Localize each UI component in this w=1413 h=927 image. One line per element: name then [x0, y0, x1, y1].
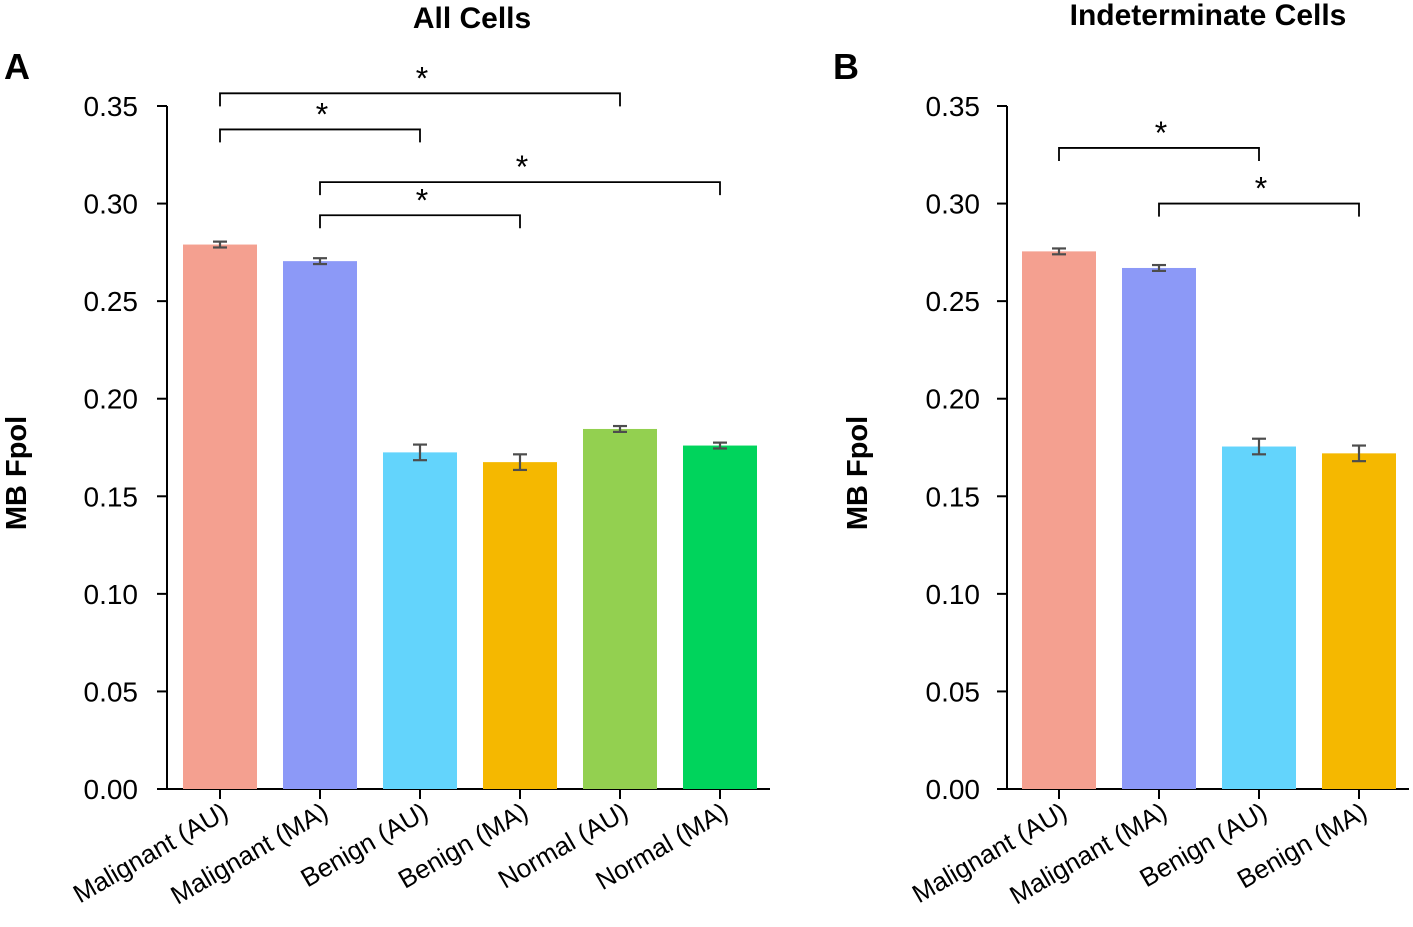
error-bar	[413, 443, 427, 462]
bar	[283, 261, 357, 790]
panel-letter: B	[833, 46, 859, 87]
significance-bracket: *	[219, 60, 621, 107]
y-tick-label: 0.20	[926, 384, 981, 415]
y-tick-label: 0.15	[926, 481, 981, 512]
significance-bracket: *	[219, 96, 421, 143]
significance-star: *	[316, 96, 328, 132]
bar	[1022, 251, 1096, 790]
y-tick-label: 0.15	[84, 481, 139, 512]
error-bar	[1252, 437, 1266, 456]
bar	[383, 452, 457, 789]
bar	[683, 445, 757, 789]
y-tick-label: 0.35	[926, 91, 981, 122]
y-tick-label: 0.20	[84, 384, 139, 415]
y-tick-label: 0.00	[84, 774, 139, 805]
y-tick-label: 0.05	[84, 676, 139, 707]
significance-star: *	[1155, 115, 1167, 151]
chart-title: Indeterminate Cells	[1070, 0, 1347, 32]
bar	[1322, 453, 1396, 789]
error-bar	[513, 453, 527, 472]
y-tick-label: 0.05	[926, 676, 981, 707]
y-tick-label: 0.30	[926, 189, 981, 220]
y-tick-label: 0.25	[84, 286, 139, 317]
bar	[483, 462, 557, 789]
y-tick-label: 0.30	[84, 189, 139, 220]
significance-bracket: *	[319, 149, 721, 196]
error-bar	[213, 240, 227, 249]
significance-star: *	[1255, 171, 1267, 207]
y-axis-label: MB Fpol	[1, 416, 33, 530]
y-axis-label: MB Fpol	[842, 416, 874, 530]
error-bar	[313, 257, 327, 266]
y-tick-label: 0.10	[926, 579, 981, 610]
chart-title: All Cells	[413, 2, 531, 35]
y-tick-label: 0.35	[84, 91, 139, 122]
bar	[183, 244, 257, 790]
panel-letter: A	[4, 46, 30, 87]
bar	[1122, 267, 1196, 789]
bar	[1222, 446, 1296, 789]
significance-bracket: *	[319, 182, 521, 229]
error-bar	[1052, 247, 1066, 256]
y-tick-label: 0.00	[926, 774, 981, 805]
y-tick-label: 0.10	[84, 579, 139, 610]
significance-star: *	[416, 182, 428, 218]
error-bar	[1152, 263, 1166, 272]
bar-series	[183, 240, 757, 790]
significance-bracket: *	[1058, 115, 1260, 161]
significance-bracket: *	[1158, 171, 1360, 217]
bar	[583, 428, 657, 789]
bar-series	[1022, 247, 1396, 790]
y-tick-label: 0.25	[926, 286, 981, 317]
significance-brackets: **	[1058, 115, 1360, 217]
error-bar	[713, 441, 727, 450]
significance-star: *	[416, 60, 428, 96]
panel-a: A All Cells MB Fpol 0.00 0.05 0.10 0.15 0.20…	[1, 2, 770, 910]
significance-star: *	[516, 149, 528, 185]
error-bar	[613, 424, 627, 433]
significance-brackets: * * * *	[219, 60, 721, 229]
panel-b: B Indeterminate Cells MB Fpol 0.00 0.05 0.…	[833, 0, 1409, 910]
error-bar	[1352, 444, 1366, 463]
